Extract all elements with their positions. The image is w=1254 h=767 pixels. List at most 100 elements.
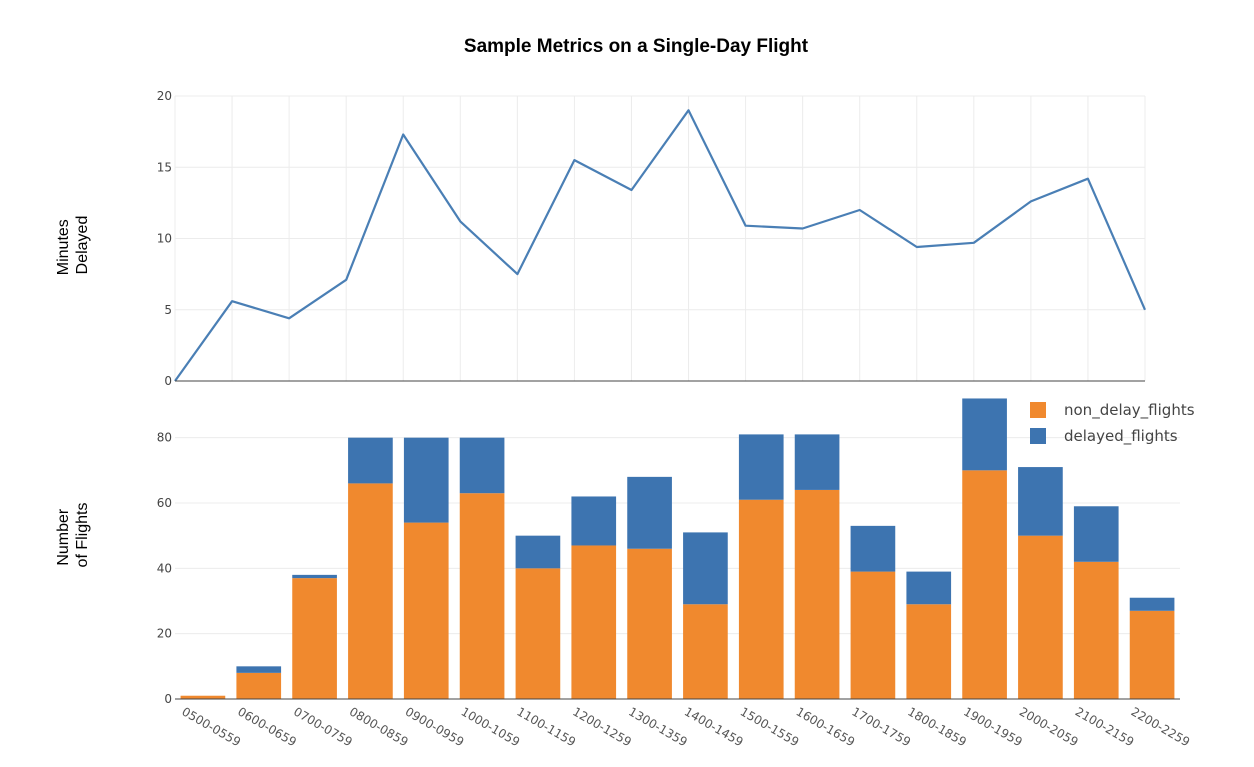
legend-label-non_delay_flights[interactable]: non_delay_flights	[1064, 401, 1195, 420]
bar-grid	[175, 437, 1180, 635]
line-ytick-label: 5	[164, 303, 172, 317]
line-yticks: 0 5 10 15 20	[157, 89, 172, 388]
line-ytick-label: 0	[164, 374, 172, 388]
bar-delayed_flights-0700-0759[interactable]	[292, 574, 337, 579]
x-tick-label: 1500-1559	[738, 704, 802, 749]
bar-ytick-label: 40	[157, 561, 172, 575]
bar-non_delay_flights-2000-2059[interactable]	[1018, 535, 1063, 699]
line-point-1100-1159[interactable]	[514, 271, 520, 277]
bar-non_delay_flights-0600-0659[interactable]	[236, 672, 282, 699]
line-ytick-label: 15	[157, 160, 172, 174]
bar-non_delay_flights-1600-1659[interactable]	[794, 489, 840, 699]
bar-delayed_flights-1400-1459[interactable]	[683, 532, 728, 605]
bar-yticks: 0 20 40 60 80	[157, 431, 172, 706]
legend-swatch-non_delay_flights[interactable]	[1030, 402, 1046, 418]
line-point-2000-2059[interactable]	[1028, 198, 1034, 204]
x-tick-label: 1600-1659	[794, 704, 858, 749]
line-ytick-label: 10	[157, 232, 172, 246]
bar-delayed_flights-1000-1059[interactable]	[459, 437, 505, 494]
bar-non_delay_flights-1200-1259[interactable]	[571, 545, 617, 699]
line-point-2100-2159[interactable]	[1085, 176, 1091, 182]
x-tick-label: 2200-2259	[1129, 704, 1193, 749]
line-point-1700-1759[interactable]	[857, 207, 863, 213]
line-ylabel-line1: Minutes	[55, 219, 72, 275]
bar-delayed_flights-0800-0859[interactable]	[348, 437, 393, 484]
bar-non_delay_flights-1000-1059[interactable]	[459, 493, 505, 699]
bar-ytick-label: 80	[157, 431, 172, 445]
bar-non_delay_flights-1400-1459[interactable]	[683, 604, 728, 699]
bar-delayed_flights-0600-0659[interactable]	[236, 666, 282, 673]
line-point-0900-0959[interactable]	[400, 131, 406, 137]
bar-ylabel: Number of Flights	[55, 503, 91, 568]
bar-non_delay_flights-0700-0759[interactable]	[292, 578, 337, 699]
x-tick-labels: 0500-05590600-06590700-07590800-08590900…	[179, 704, 1192, 749]
x-tick-label: 1400-1459	[682, 704, 746, 749]
bar-ytick-label: 0	[164, 692, 172, 706]
minutes-delayed-line[interactable]	[174, 109, 1147, 382]
line-point-2200-2259[interactable]	[1142, 307, 1148, 313]
x-tick-label: 1900-1959	[961, 704, 1025, 749]
x-tick-label: 0900-0959	[403, 704, 467, 749]
x-tick-label: 1800-1859	[905, 704, 969, 749]
bar-delayed_flights-1600-1659[interactable]	[794, 434, 840, 490]
line-point-1400-1459[interactable]	[686, 107, 692, 113]
bar-non_delay_flights-2200-2259[interactable]	[1129, 610, 1175, 699]
legend-label-delayed_flights[interactable]: delayed_flights	[1064, 427, 1178, 446]
x-tick-label: 0700-0759	[291, 704, 355, 749]
line-ylabel-line2: Delayed	[74, 216, 91, 275]
bar-non_delay_flights-1100-1159[interactable]	[515, 568, 561, 699]
line-ytick-label: 20	[157, 89, 172, 103]
bar-delayed_flights-1800-1859[interactable]	[906, 571, 952, 605]
bar-non_delay_flights-1300-1359[interactable]	[627, 548, 672, 699]
bar-non_delay_flights-1800-1859[interactable]	[906, 604, 952, 699]
bar-ylabel-line1: Number	[55, 508, 72, 566]
line-point-0700-0759[interactable]	[286, 315, 292, 321]
line-point-1000-1059[interactable]	[457, 218, 463, 224]
bar-non_delay_flights-1500-1559[interactable]	[738, 499, 784, 699]
x-tick-label: 1200-1259	[570, 704, 634, 749]
bar-ylabel-line2: of Flights	[74, 503, 91, 568]
bar-delayed_flights-1300-1359[interactable]	[627, 476, 672, 549]
bar-delayed_flights-2200-2259[interactable]	[1129, 597, 1175, 611]
bar-delayed_flights-0900-0959[interactable]	[403, 437, 449, 523]
legend-swatch-delayed_flights[interactable]	[1030, 428, 1046, 444]
x-tick-label: 0600-0659	[235, 704, 299, 749]
bar-delayed_flights-2100-2159[interactable]	[1073, 506, 1119, 562]
line-point-1500-1559[interactable]	[743, 223, 749, 229]
axes	[175, 380, 1180, 700]
line-point-1200-1259[interactable]	[571, 157, 577, 163]
line-point-0800-0859[interactable]	[343, 277, 349, 283]
bar-delayed_flights-1100-1159[interactable]	[515, 535, 561, 569]
x-tick-label: 2100-2159	[1073, 704, 1137, 749]
bar-non_delay_flights-1900-1959[interactable]	[962, 470, 1007, 699]
x-tick-label: 1300-1359	[626, 704, 690, 749]
x-tick-label: 2000-2059	[1017, 704, 1081, 749]
bar-non_delay_flights-0900-0959[interactable]	[403, 522, 449, 699]
bar-series	[180, 398, 1175, 699]
line-point-0600-0659[interactable]	[229, 298, 235, 304]
bar-delayed_flights-1500-1559[interactable]	[738, 434, 784, 500]
line-grid	[174, 95, 1146, 381]
x-tick-label: 0800-0859	[347, 704, 411, 749]
line-point-1300-1359[interactable]	[628, 187, 634, 193]
bar-delayed_flights-1700-1759[interactable]	[850, 525, 896, 572]
legend[interactable]: non_delay_flights delayed_flights	[1030, 401, 1195, 446]
x-tick-label: 1700-1759	[849, 704, 913, 749]
bar-non_delay_flights-2100-2159[interactable]	[1073, 561, 1119, 699]
x-tick-label: 0500-0559	[179, 704, 243, 749]
line-ylabel: Minutes Delayed	[55, 215, 91, 275]
bar-non_delay_flights-1700-1759[interactable]	[850, 571, 896, 699]
bar-delayed_flights-2000-2059[interactable]	[1018, 467, 1063, 536]
line-point-1800-1859[interactable]	[914, 244, 920, 250]
line-point-1900-1959[interactable]	[971, 240, 977, 246]
bar-delayed_flights-1900-1959[interactable]	[962, 398, 1007, 471]
bar-non_delay_flights-0800-0859[interactable]	[348, 483, 393, 699]
chart-title: Sample Metrics on a Single-Day Flight	[464, 36, 809, 57]
bar-ytick-label: 20	[157, 627, 172, 641]
bar-non_delay_flights-0500-0559[interactable]	[180, 695, 226, 699]
bar-delayed_flights-1200-1259[interactable]	[571, 496, 617, 546]
line-series	[174, 107, 1148, 382]
x-tick-label: 1000-1059	[459, 704, 523, 749]
line-point-1600-1659[interactable]	[800, 226, 806, 232]
